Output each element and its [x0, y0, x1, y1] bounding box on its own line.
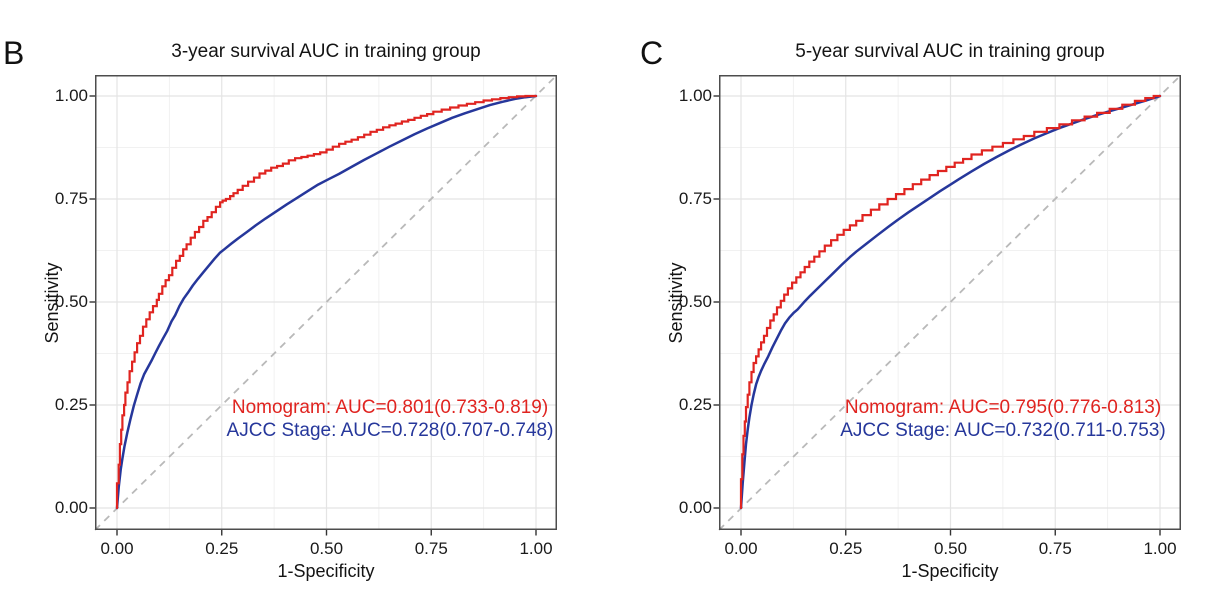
- nomogram-curve: [115, 94, 538, 510]
- roc-plot-svg: [89, 74, 558, 536]
- x-tick-label: 0.75: [1038, 539, 1072, 558]
- diagonal-reference-line: [94, 74, 558, 531]
- y-tick-label: 0.75: [54, 189, 88, 208]
- y-tick-label: 0.00: [54, 498, 88, 517]
- y-tick-label: 0.25: [54, 395, 88, 414]
- x-tick-label: 0.50: [309, 539, 344, 558]
- plot-border: [95, 75, 557, 530]
- panel-letter: C: [640, 35, 664, 71]
- y-tick-label: 0.50: [678, 292, 712, 311]
- auc-annotation-nomogram: Nomogram: AUC=0.801(0.733-0.819): [231, 397, 549, 418]
- panel-title: 5-year survival AUC in training group: [795, 41, 1105, 62]
- auc-annotation-block: Nomogram: AUC=0.801(0.733-0.819) AJCC St…: [150, 397, 630, 442]
- auc-annotation-ajcc: AJCC Stage: AUC=0.732(0.711-0.753): [840, 419, 1166, 441]
- roc-plot-svg: [713, 74, 1182, 536]
- panel-letter: B: [3, 35, 25, 71]
- x-axis-title: 1-Specificity: [901, 561, 999, 581]
- ajcc-stage-curve: [115, 94, 538, 510]
- y-tick-label: 1.00: [54, 86, 88, 105]
- diagonal-reference-line: [718, 74, 1182, 531]
- x-tick-label: 0.25: [829, 539, 863, 558]
- panel-b: B 3-year survival AUC in training group …: [3, 35, 558, 581]
- x-tick-label: 1.00: [1143, 539, 1177, 558]
- nomogram-curve: [739, 94, 1162, 510]
- auc-annotation-block: Nomogram: AUC=0.795(0.776-0.813) AJCC St…: [763, 397, 1211, 442]
- auc-annotation-ajcc: AJCC Stage: AUC=0.728(0.707-0.748): [226, 419, 554, 441]
- ajcc-stage-curve: [739, 94, 1162, 510]
- panel-title: 3-year survival AUC in training group: [171, 41, 481, 62]
- x-tick-label: 0.00: [724, 539, 758, 558]
- x-tick-label: 0.25: [205, 539, 239, 558]
- x-tick-label: 0.75: [414, 539, 448, 558]
- x-tick-label: 0.50: [933, 539, 968, 558]
- x-axis-title: 1-Specificity: [277, 561, 375, 581]
- y-tick-label: 0.25: [678, 395, 712, 414]
- auc-annotation-nomogram: Nomogram: AUC=0.795(0.776-0.813): [844, 397, 1162, 418]
- plot-border: [719, 75, 1181, 530]
- y-tick-label: 1.00: [678, 86, 712, 105]
- x-tick-label: 0.00: [100, 539, 134, 558]
- y-tick-label: 0.00: [678, 498, 712, 517]
- x-tick-label: 1.00: [519, 539, 553, 558]
- y-tick-label: 0.50: [54, 292, 88, 311]
- y-tick-label: 0.75: [678, 189, 712, 208]
- panel-c: C 5-year survival AUC in training group …: [624, 0, 1211, 600]
